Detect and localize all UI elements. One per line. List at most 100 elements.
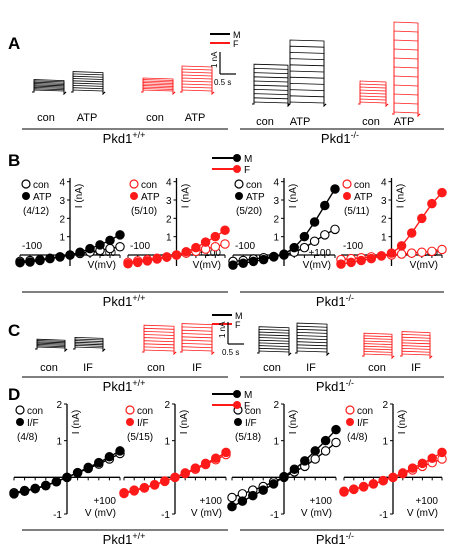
legend-label-control: con [27,406,43,417]
y-axis-label: I (nA) [288,410,299,434]
data-point-control [417,247,427,258]
trace-condition-label: con [263,362,281,374]
current-trace [35,345,68,352]
current-trace [142,349,177,355]
data-point-treatment [386,248,397,258]
data-point-treatment [331,424,341,435]
data-point-control [227,492,237,503]
legend-marker-treatment [234,418,242,426]
y-tick-label: 4 [166,178,172,189]
y-tick-label: 2 [166,214,172,225]
current-trace [71,89,106,95]
y-axis-label: I (nA) [396,184,407,208]
data-point-treatment [427,453,437,464]
y-axis-label: I (nA) [71,410,82,434]
current-trace [142,343,177,355]
legend-label-control: con [245,406,261,417]
trace-block-c-5 [257,326,292,356]
data-point-treatment [228,260,238,270]
data-point-treatment [309,217,320,227]
trace-condition-label: con [146,112,164,124]
panel-c-traces: con IF con IF con IF con IF [35,322,433,374]
data-point-treatment [320,200,330,211]
genotype-base: Pkd1 [321,131,351,146]
data-point-treatment [62,472,72,483]
data-point-treatment [55,252,65,262]
legend-marker-treatment [235,192,243,200]
data-point-treatment [15,257,25,268]
x-axis-label: V (mV) [301,508,332,519]
current-trace [288,89,327,107]
trace-condition-label: IF [192,362,202,374]
trace-block-c-6 [295,322,330,356]
data-point-control [331,437,341,448]
legend-marker-control [129,179,139,189]
data-point-treatment [149,480,160,490]
x-tick-label-left: -100 [343,241,363,252]
legend-marker-treatment [346,418,354,426]
data-point-treatment [210,231,221,242]
data-point-treatment [105,235,115,246]
legend-sex-d: MF [212,390,252,412]
legend-label-male: M [244,390,252,401]
current-trace [257,345,292,356]
current-trace [180,336,215,355]
data-point-treatment [190,463,201,473]
legend-label-treatment: I/F [27,418,39,429]
y-tick-label: 2 [382,400,388,411]
current-trace [180,89,215,95]
trace-block-c-8 [400,331,433,359]
legend-marker-control [125,405,135,415]
data-point-treatment [220,225,230,236]
data-point-treatment [396,241,407,251]
data-point-treatment [115,446,125,456]
trace-block-a-2 [71,71,106,95]
data-point-treatment [336,259,346,269]
y-tick-label: 1 [273,437,279,448]
current-trace [252,93,291,107]
current-trace [252,63,291,107]
data-point-treatment [72,467,83,478]
genotype-superscript: +/+ [132,531,145,541]
scale-bar-current-label: 1 nA [218,321,227,338]
y-tick-label: -1 [270,510,279,521]
legend-label-treatment: I/F [245,418,257,429]
genotype-base: Pkd1 [316,294,346,309]
x-tick-label-left: -100 [130,241,150,252]
data-point-treatment [200,458,211,469]
current-trace [35,346,68,352]
legend-marker-control [15,405,25,415]
genotype-base: Pkd1 [103,294,133,309]
y-axis-label: I (nA) [288,184,299,208]
current-trace [180,342,215,355]
data-point-treatment [41,481,51,491]
sample-size-label: (4/8) [347,432,368,443]
trace-condition-label: ATP [394,116,415,128]
y-tick-label: 3 [273,196,279,207]
legend-label-male: M [244,154,252,165]
data-point-treatment [269,252,279,262]
data-point-treatment [51,476,62,487]
data-point-treatment [75,247,85,258]
data-point-control [437,244,447,255]
trace-block-c-4 [180,323,215,355]
trace-condition-label: con [362,116,380,128]
data-point-treatment [320,435,331,446]
legend-label-control: con [246,180,262,191]
trace-condition-label: con [40,362,58,374]
data-point-treatment [35,255,45,266]
data-point-treatment [268,479,279,489]
genotype-label-a-wt: Pkd1+/+ [103,130,146,146]
current-trace [288,51,327,107]
y-tick-label: -1 [53,510,62,521]
x-axis-label: V (mV) [85,508,116,519]
current-trace [180,65,215,95]
genotype-superscript: -/- [346,293,355,303]
data-point-treatment [170,472,180,483]
data-point-control [427,246,437,257]
current-trace [73,336,106,352]
